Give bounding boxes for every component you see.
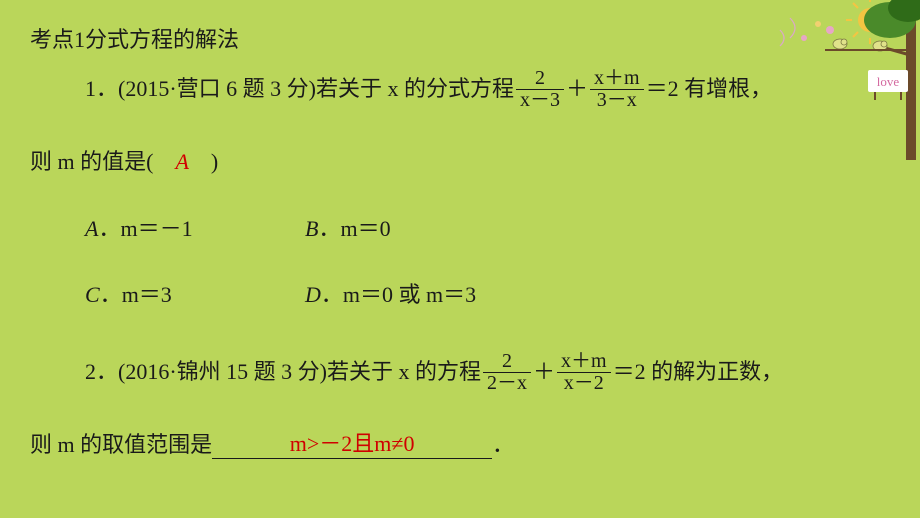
q2-line2: 则 m 的取值范围是 m>－2且m≠0 ． [30, 430, 890, 461]
opt-c: C．m＝3 [85, 280, 305, 311]
q2-frac1-den: 2－x [483, 373, 531, 394]
q2-tail-pre: 则 m 的取值范围是 [30, 430, 212, 461]
q1-frac2-den: 3－x [593, 90, 641, 111]
q2-tail-post: ． [492, 430, 514, 461]
q1-options-row2: C．m＝3 D．m＝0 或 m＝3 [30, 280, 890, 311]
q1-line2: 则 m 的值是( A ) [30, 147, 890, 178]
q2-frac2: x＋m x－2 [557, 351, 611, 394]
opt-d: D．m＝0 或 m＝3 [305, 280, 476, 311]
q2-suffix: ＝2 的解为正数， [613, 357, 784, 388]
q2-line1: 2．(2016·锦州 15 题 3 分)若关于 x 的方程 2 2－x ＋ x＋… [30, 351, 890, 394]
q1-prefix: 1．(2015·营口 6 题 3 分)若关于 x 的分式方程 [85, 74, 514, 105]
q1-frac2: x＋m 3－x [590, 68, 644, 111]
q2-blank: m>－2且m≠0 [212, 433, 492, 459]
q1-frac1: 2 x－3 [516, 68, 564, 111]
q2-frac1: 2 2－x [483, 351, 531, 394]
q2-plus: ＋ [533, 357, 555, 388]
heading: 考点1分式方程的解法 [30, 25, 890, 56]
q1-answer: A [175, 149, 188, 174]
opt-b: B．m＝0 [305, 214, 391, 245]
q1-frac1-den: x－3 [516, 90, 564, 111]
q1-options-row1: A．m＝－1 B．m＝0 [30, 214, 890, 245]
q1-tail: 则 m 的值是( A ) [30, 147, 218, 178]
q2-answer: m>－2且m≠0 [290, 431, 415, 456]
q2-frac1-num: 2 [498, 351, 516, 372]
heading-text: 考点1分式方程的解法 [30, 25, 239, 56]
q2-frac2-den: x－2 [560, 373, 608, 394]
q1-plus: ＋ [566, 74, 588, 105]
opt-a: A．m＝－1 [85, 214, 305, 245]
q1-suffix: ＝2 有增根， [646, 74, 773, 105]
q1-frac1-num: 2 [531, 68, 549, 89]
q1-line1: 1．(2015·营口 6 题 3 分)若关于 x 的分式方程 2 x－3 ＋ x… [30, 68, 890, 111]
q1-frac2-num: x＋m [590, 68, 644, 89]
q2-frac2-num: x＋m [557, 351, 611, 372]
q2-prefix: 2．(2016·锦州 15 题 3 分)若关于 x 的方程 [85, 357, 481, 388]
